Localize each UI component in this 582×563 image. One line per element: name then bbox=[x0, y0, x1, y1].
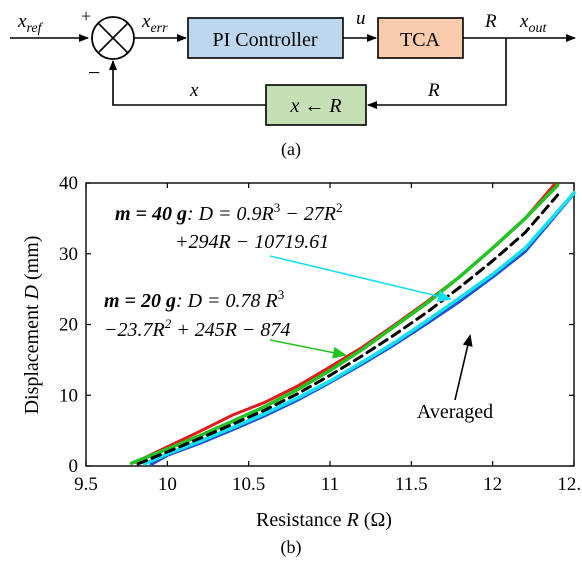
equation-20g-line2: −23.7R2 + 245R − 874 bbox=[104, 316, 290, 341]
x-tick-label: 11 bbox=[321, 474, 339, 495]
arrow-40g-equation bbox=[269, 255, 452, 303]
x-tick-label: 10.5 bbox=[232, 474, 265, 495]
input-label: xref bbox=[17, 11, 44, 36]
equation-40g-line2: +294R − 10719.61 bbox=[175, 231, 329, 253]
equation-40g-line1: m = 40 g: D = 0.9R3 − 27R2 bbox=[115, 200, 343, 225]
series-m20_fit bbox=[142, 191, 576, 466]
y-axis-label: Displacement D (mm) bbox=[21, 236, 43, 415]
x-tick-label: 10 bbox=[158, 474, 177, 495]
tca-label: TCA bbox=[400, 29, 441, 51]
feedback-line-left bbox=[109, 60, 266, 106]
y-tick-label: 10 bbox=[59, 385, 78, 406]
pi-controller-block bbox=[187, 17, 344, 59]
chart: 9.5 10 10.5 11 11.5 12 12.5 0 10 20 30 40 Resistan… bbox=[21, 173, 582, 558]
feedback-line-right bbox=[367, 38, 507, 109]
series-m40_fit bbox=[129, 183, 560, 465]
summing-junction bbox=[91, 16, 135, 60]
x-tick-label: 11.5 bbox=[395, 474, 428, 495]
feedback-x-label: x bbox=[189, 80, 199, 101]
plot-area bbox=[85, 182, 575, 467]
x-axis-ticks: 9.5 10 10.5 11 11.5 12 12.5 bbox=[74, 183, 582, 495]
x-tick-label: 9.5 bbox=[74, 474, 98, 495]
feedback-r-label: R bbox=[427, 80, 440, 101]
block-diagram: xref + − xerr PI Controller u TCA R xout… bbox=[10, 6, 576, 160]
x-tick-label: 12 bbox=[483, 474, 502, 495]
plus-sign: + bbox=[81, 6, 91, 26]
plant-output-label: R bbox=[484, 11, 497, 32]
pi-controller-label: PI Controller bbox=[213, 29, 318, 51]
y-tick-label: 0 bbox=[69, 456, 79, 477]
error-label: xerr bbox=[141, 11, 168, 36]
control-signal-label: u bbox=[356, 8, 366, 29]
y-tick-label: 20 bbox=[59, 315, 78, 336]
series-averaged bbox=[136, 193, 560, 466]
equation-20g-line1: m = 20 g: D = 0.78 R3 bbox=[104, 287, 284, 312]
tca-block bbox=[377, 17, 464, 59]
minus-sign: − bbox=[88, 60, 100, 85]
x-tick-label: 12.5 bbox=[557, 474, 582, 495]
arrow-20g-equation bbox=[269, 339, 347, 359]
arrow-averaged bbox=[454, 334, 473, 401]
output-label: xout bbox=[519, 11, 547, 36]
caption-a: (a) bbox=[281, 139, 301, 160]
x-axis-label: Resistance R (Ω) bbox=[256, 509, 392, 531]
averaged-label: Averaged bbox=[417, 401, 493, 423]
converter-label: x ← R bbox=[289, 95, 341, 117]
y-tick-label: 40 bbox=[59, 173, 78, 194]
y-tick-label: 30 bbox=[59, 244, 78, 265]
y-axis-ticks: 0 10 20 30 40 bbox=[59, 173, 574, 477]
caption-b: (b) bbox=[281, 537, 302, 558]
